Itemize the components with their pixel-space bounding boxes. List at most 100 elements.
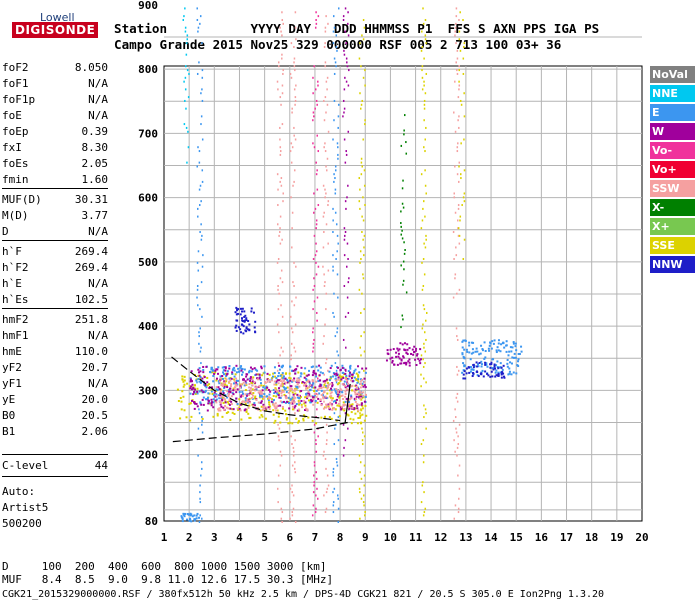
echo-point (329, 401, 332, 404)
echo-point (363, 384, 366, 387)
echo-point (486, 372, 489, 375)
echo-point (298, 394, 301, 397)
echo-point (237, 308, 240, 311)
echo-point (255, 373, 258, 376)
echo-point (294, 461, 296, 464)
echo-point (249, 376, 252, 379)
echo-point (193, 401, 196, 404)
echo-point (323, 415, 326, 418)
echo-point (452, 296, 455, 299)
echo-point (458, 65, 460, 68)
echo-point (244, 380, 247, 383)
echo-point (246, 393, 249, 396)
echo-point (335, 381, 338, 384)
param-value: 20.7 (81, 361, 109, 374)
echo-point (208, 402, 211, 405)
echo-point (336, 331, 338, 334)
echo-point (403, 342, 406, 345)
echo-point (289, 487, 292, 490)
echo-point (280, 383, 283, 386)
echo-point (456, 365, 458, 368)
echo-point (290, 76, 293, 79)
echo-point (464, 339, 467, 342)
echo-point (293, 61, 295, 64)
echo-point (196, 512, 199, 515)
echo-point (500, 343, 503, 346)
echo-point (401, 229, 403, 232)
echo-point (277, 375, 280, 378)
echo-point (299, 390, 302, 393)
echo-point (289, 150, 292, 153)
legend-noval: NoVal (650, 66, 695, 83)
echo-point (506, 365, 509, 368)
echo-point (484, 363, 487, 366)
echo-point (189, 392, 192, 395)
echo-point (332, 504, 335, 507)
echo-point (294, 412, 296, 415)
echo-point (337, 382, 340, 385)
echo-point (240, 418, 243, 421)
echo-point (488, 344, 491, 347)
echo-point (222, 371, 225, 374)
echo-point (462, 18, 464, 21)
echo-point (361, 231, 363, 234)
echo-point (305, 379, 308, 382)
echo-point (423, 404, 425, 407)
echo-point (315, 375, 318, 378)
echo-point (340, 375, 343, 378)
y-tick-label: 200 (138, 449, 158, 462)
echo-point (322, 342, 324, 345)
echo-point (264, 381, 267, 384)
echo-point (244, 408, 247, 411)
echo-point (336, 234, 339, 237)
echo-point (183, 383, 186, 386)
echo-point (344, 393, 347, 396)
echo-point (359, 383, 362, 386)
echo-point (212, 406, 215, 409)
echo-point (292, 393, 295, 396)
echo-point (282, 377, 285, 380)
echo-point (386, 352, 389, 355)
echo-point (424, 350, 427, 353)
echo-point (181, 375, 184, 378)
echo-point (312, 386, 315, 389)
echo-point (263, 396, 266, 399)
echo-point (220, 388, 223, 391)
echo-point (346, 65, 349, 68)
echo-point (423, 57, 425, 60)
echo-point (361, 382, 364, 385)
echo-point (196, 387, 199, 390)
echo-point (456, 150, 459, 153)
echo-point (358, 454, 361, 457)
legend-ssw: SSW (650, 180, 695, 197)
echo-point (294, 323, 297, 326)
echo-point (514, 356, 517, 359)
echo-point (221, 375, 224, 378)
echo-point (208, 383, 211, 386)
echo-point (312, 76, 314, 79)
echo-point (343, 407, 346, 410)
echo-point (356, 403, 359, 406)
echo-point (455, 431, 458, 434)
echo-point (336, 383, 339, 386)
echo-point (396, 347, 399, 350)
echo-point (295, 296, 297, 299)
echo-point (458, 487, 461, 490)
echo-point (280, 184, 283, 187)
echo-point (224, 405, 227, 408)
param-row-b1: B1 2.06 (2, 424, 108, 440)
echo-point (309, 384, 312, 387)
echo-point (277, 392, 280, 395)
echo-point (490, 347, 493, 350)
echo-point (291, 211, 294, 214)
echo-point (461, 371, 464, 374)
echo-point (335, 423, 337, 426)
echo-point (273, 404, 276, 407)
echo-point (292, 494, 295, 497)
echo-point (406, 343, 409, 346)
echo-point (357, 365, 360, 368)
echo-point (254, 331, 257, 334)
echo-point (186, 382, 189, 385)
echo-point (500, 376, 503, 379)
echo-point (191, 383, 194, 386)
